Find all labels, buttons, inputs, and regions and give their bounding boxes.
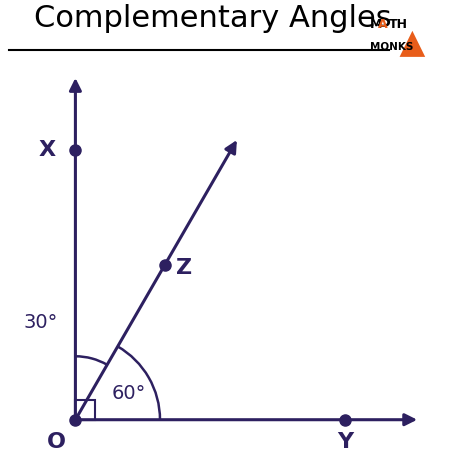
Text: TH: TH [389,18,408,31]
Text: X: X [39,140,56,160]
Polygon shape [400,31,425,57]
Text: MONKS: MONKS [370,42,413,52]
Text: Complementary Angles: Complementary Angles [34,4,392,33]
Text: Z: Z [176,258,192,278]
Text: 60°: 60° [111,384,146,403]
Text: M: M [370,18,382,31]
Text: O: O [47,432,66,452]
Text: A: A [378,18,388,31]
Text: 30°: 30° [24,313,58,332]
Text: Y: Y [337,432,353,452]
